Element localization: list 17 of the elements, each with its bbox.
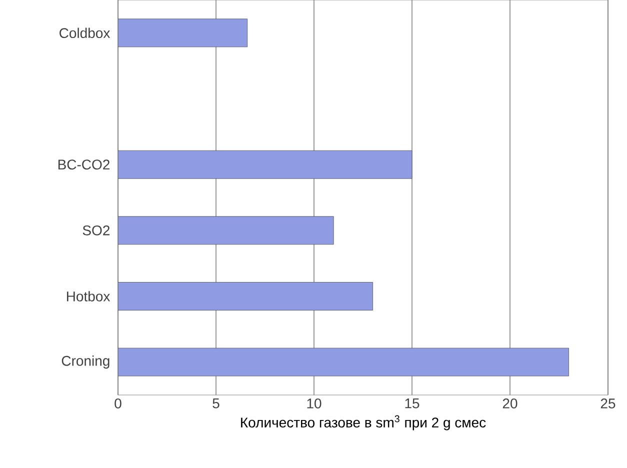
- x-tick-label: 0: [114, 398, 122, 408]
- bar: [118, 282, 373, 310]
- y-tick-label: Hotbox: [66, 291, 110, 302]
- x-tick-label: 20: [502, 398, 518, 408]
- x-tick-label: 25: [600, 398, 616, 408]
- bar: [118, 348, 569, 376]
- x-tick-label: 15: [405, 398, 420, 408]
- bar: [118, 18, 248, 48]
- x-tick-label: 10: [307, 398, 322, 408]
- y-tick-label: BC-CO2: [58, 160, 110, 170]
- bar: [118, 216, 334, 245]
- bar: [118, 150, 412, 179]
- x-tick-label: 5: [212, 398, 220, 408]
- y-tick-label: Coldbox: [60, 28, 110, 38]
- y-tick-label: SO2: [82, 225, 110, 236]
- y-tick-label: Croning: [62, 356, 110, 369]
- x-axis-title: Количество газове в sm$^{3}$ при 2 g смес: [241, 415, 486, 430]
